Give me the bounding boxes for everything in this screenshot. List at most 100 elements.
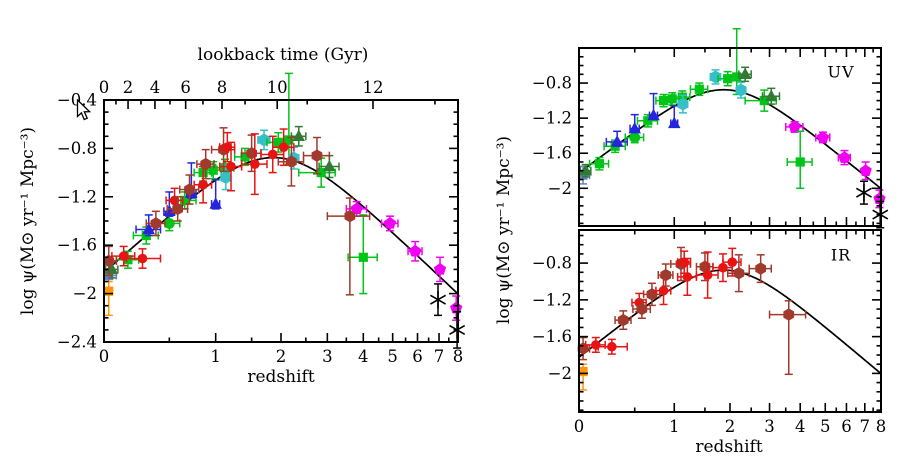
svg-text:−1.6: −1.6: [532, 144, 572, 163]
svg-text:7: 7: [434, 347, 445, 366]
point-uv-26: [855, 180, 872, 205]
point-ir-11: [218, 131, 236, 163]
point-ir-8: [655, 276, 672, 306]
point-ir-16: [271, 128, 295, 167]
point-uv-13: [220, 164, 232, 191]
svg-text:−0.8: −0.8: [532, 74, 572, 93]
point-uv-21: [761, 87, 781, 105]
fit-curve-left: [104, 156, 458, 295]
point-ir-7: [178, 174, 200, 205]
point-uv-26: [430, 283, 447, 317]
point-uv-25: [837, 149, 852, 166]
point-ir-12: [218, 141, 243, 192]
svg-text:−1.6: −1.6: [532, 327, 572, 346]
point-uv-24: [815, 131, 831, 144]
svg-text:−1.2: −1.2: [532, 109, 572, 128]
svg-text:8: 8: [453, 347, 464, 366]
point-ir-11: [676, 250, 692, 274]
point-ir-6: [632, 299, 652, 319]
svg-text:−1.2: −1.2: [532, 290, 572, 309]
point-uv-2: [588, 156, 610, 171]
point-ir-0: [104, 280, 114, 317]
point-uv-28: [873, 189, 886, 209]
svg-text:−1.6: −1.6: [57, 236, 97, 255]
svg-text:3: 3: [764, 417, 775, 436]
svg-text:−2: −2: [548, 179, 572, 198]
svg-text:3: 3: [322, 347, 333, 366]
point-uv-19: [738, 66, 752, 83]
point-uv-11: [668, 105, 681, 129]
svg-text:8: 8: [876, 417, 887, 436]
top-axis-label: lookback time (Gyr): [197, 45, 369, 65]
svg-text:1: 1: [210, 347, 221, 366]
svg-text:−2.4: −2.4: [57, 333, 97, 352]
ir-panel-tag: IR: [830, 245, 852, 265]
point-uv-23: [347, 214, 378, 295]
point-ir-9: [657, 263, 674, 287]
point-uv-13: [677, 94, 689, 114]
svg-text:0: 0: [99, 78, 110, 97]
point-ir-3: [597, 338, 628, 355]
panel-uv: −0.8 −1.2 −1.6 −2: [532, 27, 889, 229]
point-uv-23: [786, 130, 813, 190]
point-ir-9: [196, 148, 215, 180]
svg-text:0: 0: [574, 417, 585, 436]
svg-text:2: 2: [123, 78, 134, 97]
point-uv-11: [209, 179, 222, 210]
x-axis-label-right: redshift: [695, 437, 763, 457]
point-ir-18: [302, 136, 331, 175]
point-uv-18: [735, 81, 747, 99]
point-ir-4: [614, 310, 632, 331]
point-ir-15: [712, 253, 734, 283]
svg-text:0: 0: [99, 347, 110, 366]
svg-text:12: 12: [362, 78, 383, 97]
point-uv-6: [628, 113, 641, 134]
point-ir-19: [768, 300, 807, 376]
svg-text:4: 4: [795, 417, 806, 436]
svg-text:−2: −2: [548, 364, 572, 383]
svg-text:−1.2: −1.2: [57, 187, 97, 206]
svg-text:−0.8: −0.8: [57, 139, 97, 158]
point-uv-25: [407, 240, 423, 262]
point-uv-8: [647, 92, 660, 121]
svg-text:5: 5: [820, 417, 831, 436]
x-axis-label-left: redshift: [247, 367, 315, 387]
svg-text:10: 10: [267, 78, 288, 97]
point-ir-16: [722, 247, 742, 277]
point-uv-15: [257, 129, 271, 151]
point-uv-15: [709, 69, 722, 85]
uv-panel-tag: UV: [827, 62, 855, 82]
svg-text:7: 7: [860, 417, 871, 436]
point-ir-6: [166, 196, 189, 222]
y-axis-label-left: log ψ(M⊙ yr⁻¹ Mpc⁻³): [18, 126, 38, 316]
fit-curve-ir: [579, 269, 881, 375]
point-uv-28: [450, 295, 463, 321]
svg-text:−0.8: −0.8: [532, 254, 572, 273]
svg-text:4: 4: [358, 347, 369, 366]
point-uv-4: [135, 214, 162, 237]
point-ir-14: [695, 251, 719, 299]
svg-text:6: 6: [841, 417, 852, 436]
mouse-cursor-icon[interactable]: [76, 99, 94, 123]
point-uv-5: [624, 131, 645, 144]
point-ir-7: [642, 282, 661, 307]
point-ir-4: [145, 210, 166, 237]
svg-text:2: 2: [276, 347, 287, 366]
svg-text:6: 6: [180, 78, 191, 97]
point-uv-19: [290, 125, 307, 147]
point-ir-14: [240, 133, 268, 196]
point-ir-17: [726, 254, 750, 293]
svg-text:5: 5: [387, 347, 398, 366]
point-uv-27: [859, 161, 872, 181]
point-ir-18: [748, 254, 772, 284]
point-uv-22: [784, 120, 804, 133]
point-uv-27: [433, 256, 447, 283]
point-uv-14: [689, 82, 709, 97]
point-ir-19: [326, 197, 371, 296]
fit-curve-uv: [579, 88, 881, 190]
point-ir-8: [193, 165, 213, 204]
svg-text:4: 4: [150, 78, 161, 97]
